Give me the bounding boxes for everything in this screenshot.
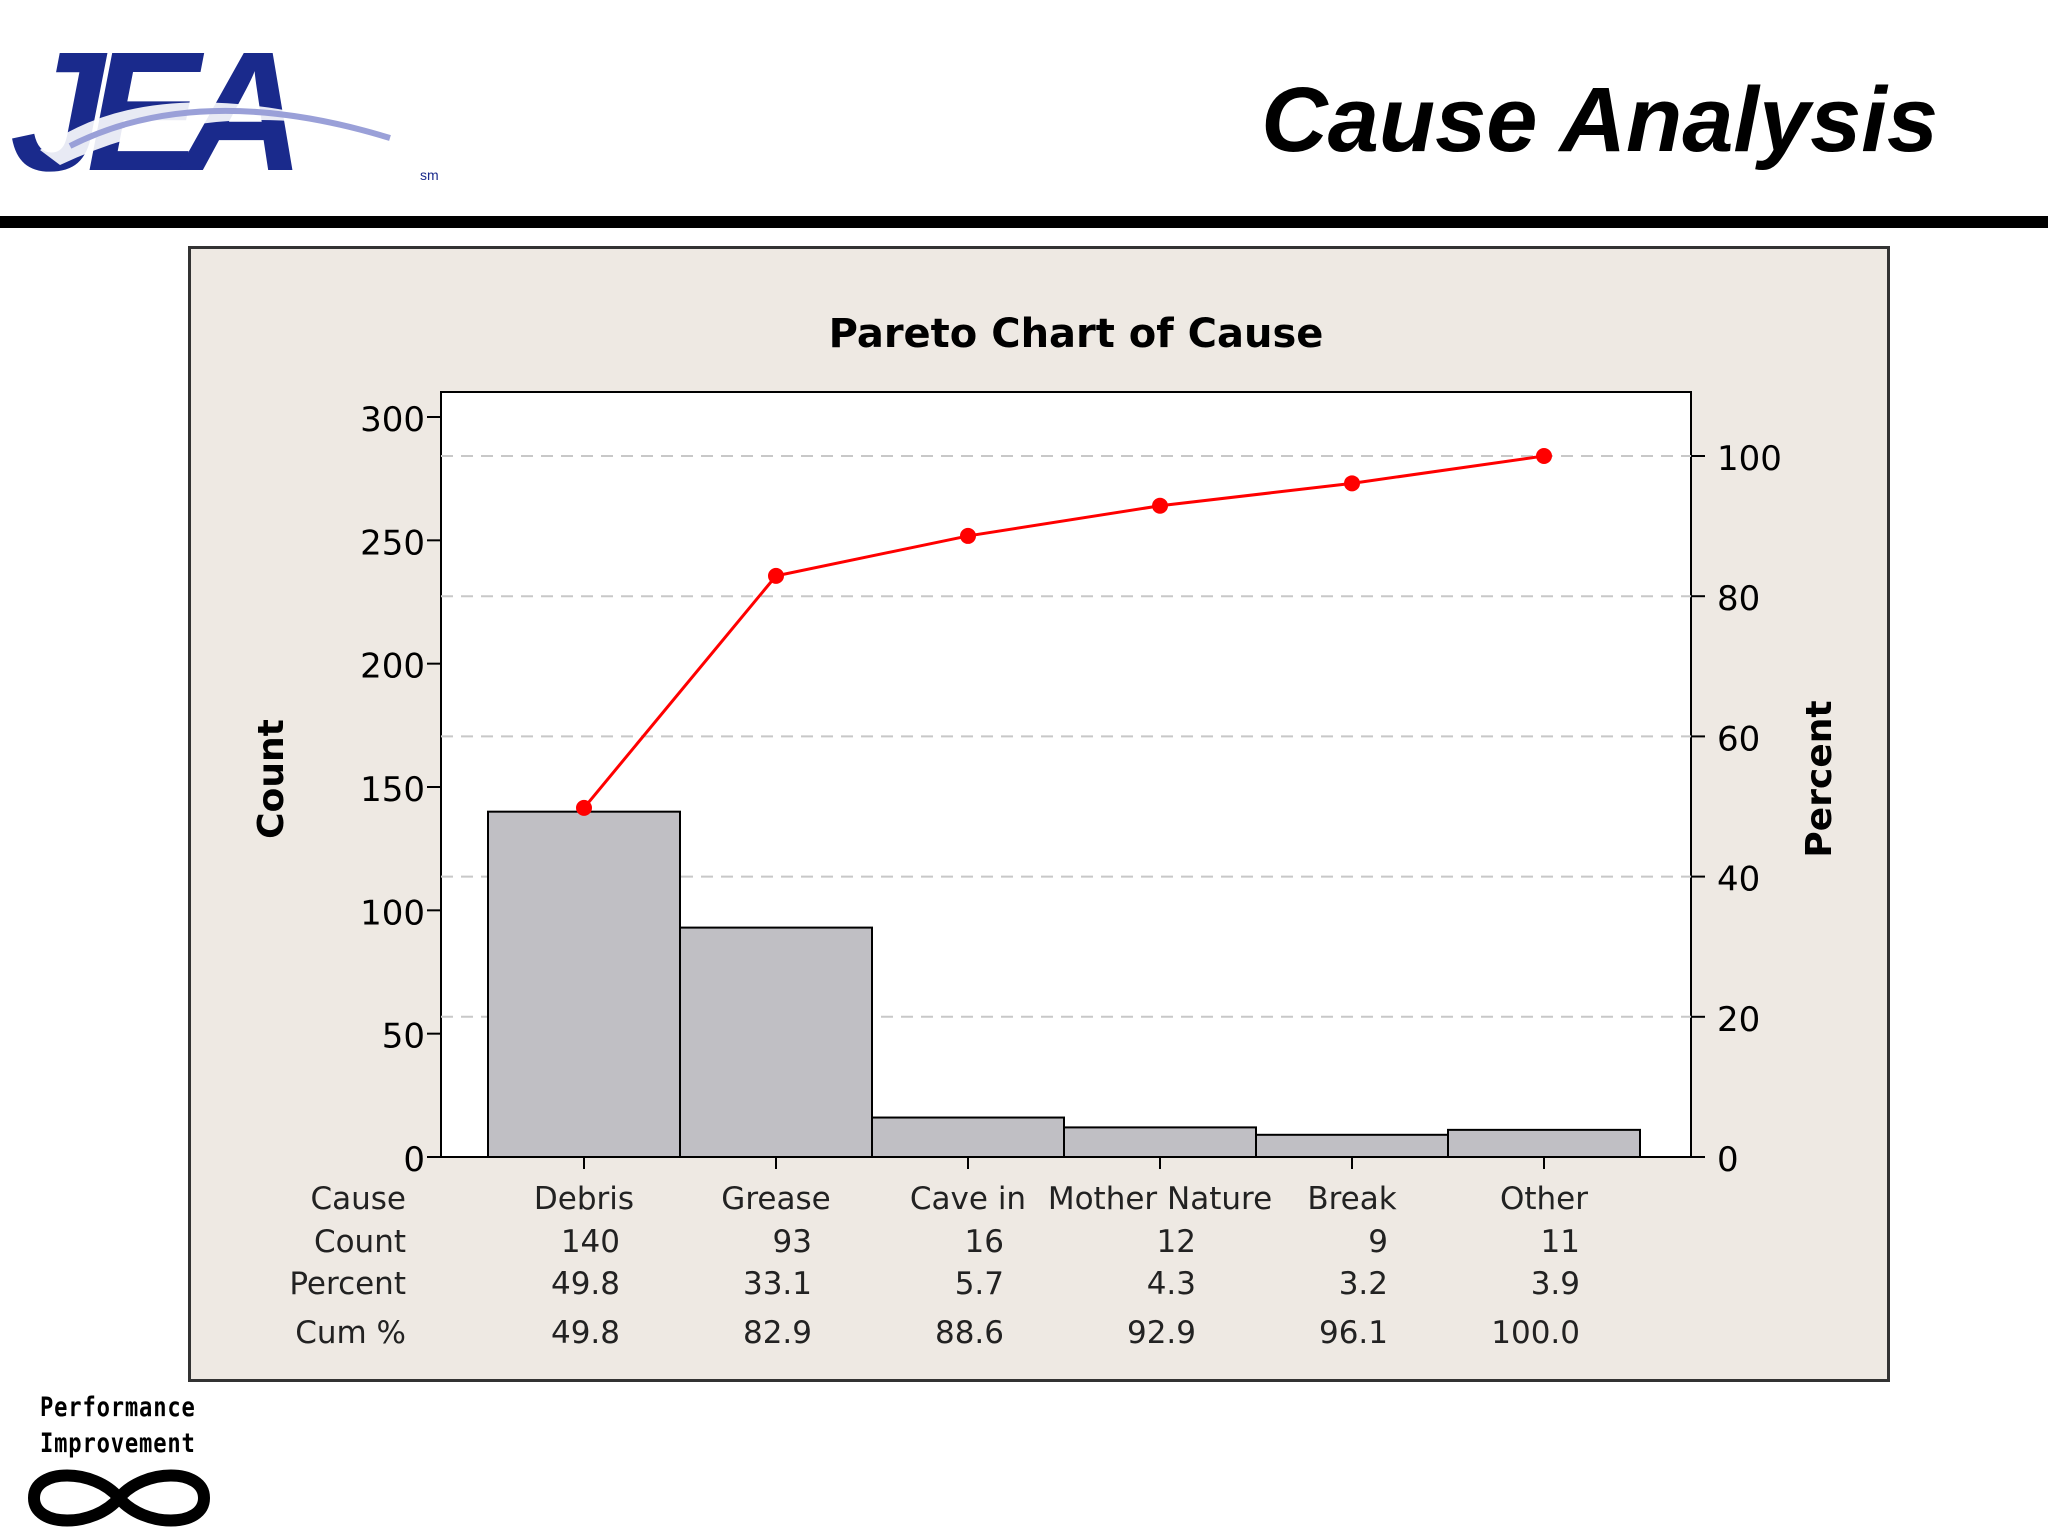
y2-tick-label-80: 80 <box>1717 579 1760 619</box>
table-cell-0-0: Debris <box>534 1181 634 1217</box>
y-tick-label-0: 0 <box>403 1140 425 1180</box>
table-cell-2-2: 5.7 <box>955 1266 1004 1302</box>
cum-point-4 <box>1344 475 1360 492</box>
cumulative-percent-line <box>582 454 1545 809</box>
y-tick-label-50: 50 <box>382 1017 425 1057</box>
table-cell-2-4: 3.2 <box>1339 1266 1388 1302</box>
y-tick-label-150: 150 <box>360 770 425 810</box>
table-cell-3-3: 92.9 <box>1127 1315 1196 1351</box>
table-cell-1-5: 11 <box>1541 1224 1580 1260</box>
cum-point-0 <box>576 799 592 816</box>
y-axis-label: Count <box>251 719 292 839</box>
bar-other <box>1447 1128 1641 1158</box>
cum-point-1 <box>768 567 784 584</box>
table-cell-1-4: 9 <box>1368 1224 1388 1260</box>
table-cell-0-1: Grease <box>721 1181 830 1217</box>
logo-service-mark: sm <box>420 167 439 183</box>
table-cell-2-5: 3.9 <box>1531 1266 1580 1302</box>
slide-title: Cause Analysis <box>1261 69 1938 171</box>
y-tick-label-250: 250 <box>360 523 425 563</box>
bar-debris <box>487 810 681 1159</box>
bar-grease <box>679 926 873 1158</box>
infinity-icon <box>27 1469 211 1527</box>
y-tick-label-100: 100 <box>360 893 425 933</box>
y2-tick-label-20: 20 <box>1717 1000 1760 1040</box>
table-row-label-2: Percent <box>289 1266 406 1302</box>
table-cell-2-1: 33.1 <box>743 1266 812 1302</box>
jea-logo: JEA sm <box>10 20 439 200</box>
table-cell-1-0: 140 <box>561 1224 620 1260</box>
chart-panel: Pareto Chart of Cause 0 50 100 150 200 250 300 0… <box>188 246 1890 1382</box>
table-cell-1-2: 16 <box>965 1224 1004 1260</box>
table-cell-3-1: 82.9 <box>743 1315 812 1351</box>
chart-title: Pareto Chart of Cause <box>829 311 1324 357</box>
bar-cave-in <box>871 1116 1065 1158</box>
bar-break <box>1255 1133 1449 1158</box>
pi-logo-line1: Performance <box>40 1392 196 1423</box>
table-cell-0-3: Mother Nature <box>1048 1181 1272 1217</box>
table-row-label-0: Cause <box>310 1181 406 1217</box>
table-cell-0-2: Cave in <box>910 1181 1026 1217</box>
table-cell-0-5: Other <box>1500 1181 1588 1217</box>
y-tick-label-300: 300 <box>360 400 425 440</box>
header-divider <box>0 216 2048 228</box>
performance-improvement-logo: Performance Improvement <box>24 1384 224 1534</box>
y2-tick-label-40: 40 <box>1717 860 1760 900</box>
table-row-label-3: Cum % <box>295 1315 406 1351</box>
table-row-label-1: Count <box>314 1224 406 1260</box>
y2-tick-label-100: 100 <box>1717 439 1782 479</box>
y2-tick-label-0: 0 <box>1717 1140 1739 1180</box>
cum-point-3 <box>1152 497 1168 514</box>
pi-logo-line2: Improvement <box>40 1428 196 1459</box>
table-cell-3-2: 88.6 <box>935 1315 1004 1351</box>
y2-axis-label: Percent <box>1799 700 1840 857</box>
y-tick-label-200: 200 <box>360 647 425 687</box>
table-cell-3-0: 49.8 <box>551 1315 620 1351</box>
logo-swoosh-accent-icon <box>68 107 391 149</box>
table-cell-3-5: 100.0 <box>1491 1315 1580 1351</box>
pareto-chart: Pareto Chart of Cause 0 50 100 150 200 250 300 0… <box>251 311 1840 1351</box>
cum-point-5 <box>1536 448 1552 464</box>
table-cell-3-4: 96.1 <box>1319 1315 1388 1351</box>
cum-point-2 <box>960 527 976 544</box>
table-cell-1-3: 12 <box>1157 1224 1196 1260</box>
bar-mother-nature <box>1063 1126 1257 1159</box>
table-cell-1-1: 93 <box>773 1224 812 1260</box>
table-cell-2-3: 4.3 <box>1147 1266 1196 1302</box>
table-cell-2-0: 49.8 <box>551 1266 620 1302</box>
table-cell-0-4: Break <box>1307 1181 1396 1217</box>
y2-tick-label-60: 60 <box>1717 719 1760 759</box>
